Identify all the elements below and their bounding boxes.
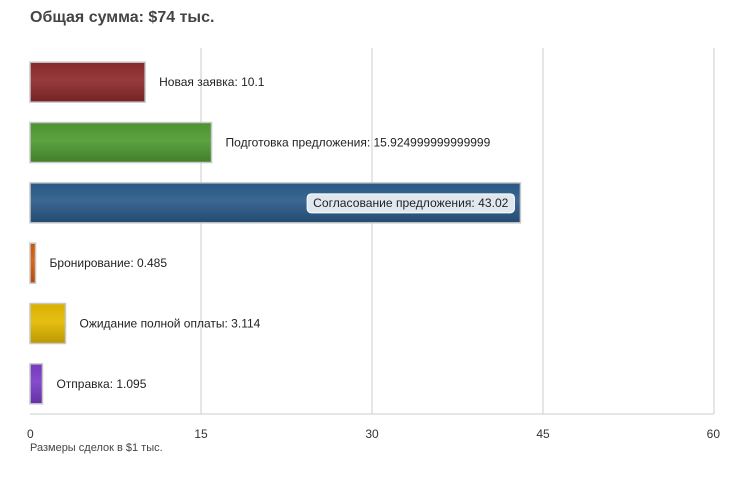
data-label: Новая заявка: 10.1 bbox=[159, 75, 265, 89]
data-label-highlight-box bbox=[306, 193, 515, 214]
x-tick-label: 45 bbox=[536, 427, 550, 441]
bar[interactable] bbox=[29, 302, 67, 345]
x-tick-label: 60 bbox=[707, 427, 721, 441]
bar[interactable] bbox=[29, 363, 44, 405]
data-label: Бронирование: 0.485 bbox=[50, 256, 168, 270]
chart-title: Общая сумма: $74 тыс. bbox=[30, 9, 215, 26]
x-tick-label: 0 bbox=[27, 427, 34, 441]
data-label: Подготовка предложения: 15.9249999999999… bbox=[226, 136, 491, 150]
x-axis-ticks: 0 15 30 45 60 bbox=[27, 427, 720, 441]
data-label: Ожидание полной оплаты: 3.114 bbox=[79, 317, 260, 331]
grid-lines bbox=[200, 48, 715, 414]
x-tick-label: 15 bbox=[194, 427, 208, 441]
data-label: Отправка: 1.095 bbox=[56, 377, 146, 391]
data-label: Согласование предложения: 43.02 bbox=[313, 196, 509, 210]
bar[interactable] bbox=[29, 242, 37, 284]
bars bbox=[29, 61, 522, 405]
bar[interactable] bbox=[29, 121, 213, 164]
x-tick-label: 30 bbox=[365, 427, 379, 441]
bar[interactable] bbox=[29, 61, 146, 103]
chart-footnote: Размеры сделок в $1 тыс. bbox=[30, 442, 163, 454]
data-labels: Новая заявка: 10.1 Подготовка предложения… bbox=[50, 75, 515, 391]
